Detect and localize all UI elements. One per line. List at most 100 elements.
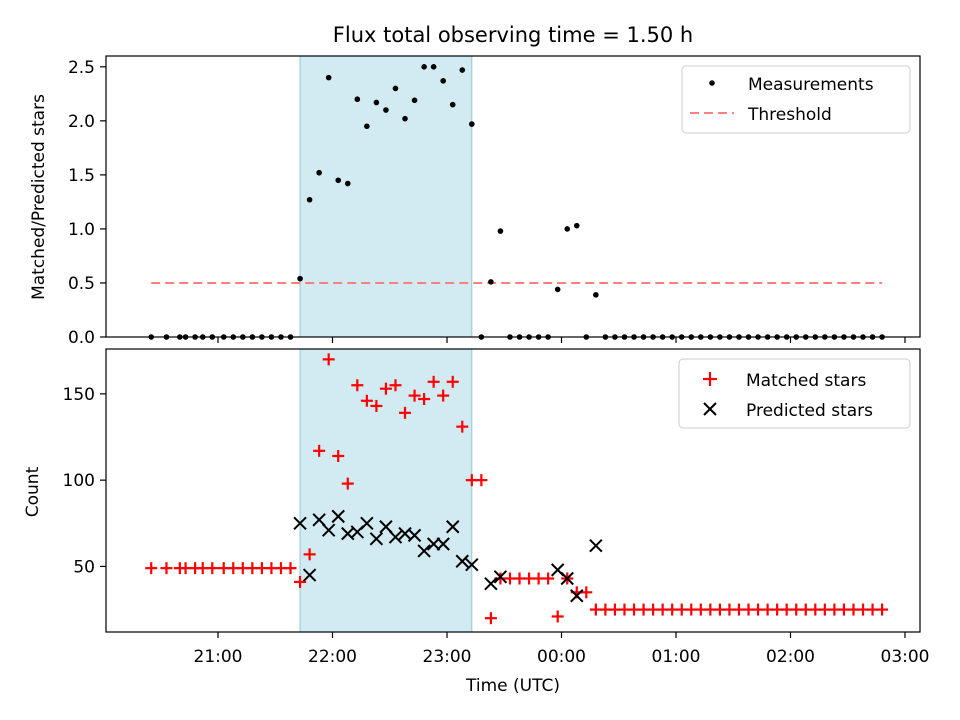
measurement-point xyxy=(469,121,475,127)
measurement-point xyxy=(383,107,389,113)
predicted-star-point xyxy=(369,532,384,546)
measurement-point xyxy=(373,99,380,106)
y-tick-label: 150 xyxy=(63,385,95,405)
bottom-panel-frame xyxy=(105,348,921,633)
measurement-point xyxy=(297,275,303,282)
matched-star-point xyxy=(484,612,497,625)
y-tick-label: 50 xyxy=(73,557,95,577)
matched-star-point xyxy=(360,394,373,407)
measurement-point xyxy=(593,292,599,298)
top-legend: Measurements Threshold xyxy=(681,65,911,134)
matched-star-point xyxy=(389,379,402,392)
y-tick-label: 0.5 xyxy=(68,274,95,294)
x-axis-label: Time (UTC) xyxy=(465,676,560,696)
matched-star-point xyxy=(408,389,421,402)
predicted-star-point xyxy=(360,516,374,530)
matched-star-point xyxy=(206,562,219,575)
matched-star-point xyxy=(160,562,173,575)
y-tick-label: 1.5 xyxy=(68,166,95,186)
legend-measurements-marker xyxy=(709,80,715,86)
measurement-point xyxy=(564,226,571,232)
measurement-point xyxy=(306,196,313,203)
measurement-point xyxy=(402,115,408,122)
measurement-point xyxy=(364,123,370,130)
bottom-legend: Matched stars Predicted stars xyxy=(678,358,911,429)
matched-star-point xyxy=(284,562,297,575)
y-tick-label: 1.0 xyxy=(68,220,95,240)
legend-matched-stars-marker xyxy=(703,372,717,386)
measurement-point xyxy=(344,180,351,187)
matched-star-point xyxy=(313,444,326,457)
predicted-star-point xyxy=(436,537,450,551)
matched-star-point xyxy=(303,548,316,561)
matched-star-point xyxy=(145,562,158,575)
top-legend-box xyxy=(681,65,911,134)
bottom-y-ticks: 50 100 150 xyxy=(63,385,106,577)
measurement-point xyxy=(316,169,322,176)
legend-threshold-label: Threshold xyxy=(747,105,832,125)
measurement-point xyxy=(411,97,418,104)
predicted-star-point xyxy=(446,520,460,534)
measurement-point xyxy=(459,67,466,73)
bottom-panel: 50 100 150 21:00 22:00 23:00 00:00 01:00 02:00 0… xyxy=(23,348,930,696)
legend-predicted-stars-marker xyxy=(703,402,717,416)
x-tick-label: 00:00 xyxy=(537,647,586,667)
top-x-ticks xyxy=(217,337,906,343)
predicted-star-point xyxy=(589,539,603,553)
matched-star-point xyxy=(542,572,555,585)
matched-star-point xyxy=(876,603,889,616)
x-tick-label: 01:00 xyxy=(652,647,701,667)
measurement-point xyxy=(325,74,332,81)
measurement-point xyxy=(354,96,361,103)
top-y-axis-label: Matched/Predicted stars xyxy=(29,94,49,300)
matched-star-point xyxy=(294,575,307,588)
legend-matched-stars-label: Matched stars xyxy=(746,371,866,391)
measurement-point xyxy=(430,64,437,70)
matched-star-point xyxy=(437,389,450,402)
predicted-stars-points xyxy=(293,509,603,603)
predicted-star-point xyxy=(407,528,422,543)
matched-star-point xyxy=(427,375,440,388)
predicted-star-point xyxy=(560,571,574,586)
predicted-star-point xyxy=(417,544,431,558)
legend-measurements-label: Measurements xyxy=(748,75,874,95)
predicted-star-point xyxy=(321,523,336,537)
y-tick-label: 100 xyxy=(63,471,95,491)
predicted-star-point xyxy=(331,509,345,524)
measurement-point xyxy=(573,222,580,229)
y-tick-label: 0.0 xyxy=(68,328,95,348)
measurement-point xyxy=(421,64,427,70)
predicted-star-point xyxy=(455,554,469,568)
chart-title: Flux total observing time = 1.50 h xyxy=(333,23,693,47)
matched-star-point xyxy=(341,477,354,490)
matched-star-point xyxy=(332,449,345,462)
predicted-star-point xyxy=(293,516,307,530)
top-panel: 0.0 0.5 1.0 1.5 2.0 2.5 Matched/Predicted sta… xyxy=(29,55,921,348)
predicted-star-point xyxy=(388,530,403,544)
matched-star-point xyxy=(475,474,488,487)
x-tick-label: 23:00 xyxy=(423,647,472,667)
measurement-point xyxy=(449,101,456,108)
predicted-star-point xyxy=(465,557,479,572)
matched-star-point xyxy=(370,399,383,412)
bottom-y-axis-label: Count xyxy=(23,466,43,517)
measurement-point xyxy=(440,78,446,84)
matched-star-point xyxy=(456,420,469,433)
y-tick-label: 2.0 xyxy=(68,112,95,132)
predicted-star-point xyxy=(302,568,317,582)
top-panel-shaded-span xyxy=(299,55,473,338)
predicted-star-point xyxy=(570,589,584,603)
measurement-point xyxy=(335,177,342,184)
matched-star-point xyxy=(351,379,364,392)
y-tick-label: 2.5 xyxy=(68,58,95,78)
measurement-point xyxy=(488,279,494,285)
measurement-point xyxy=(497,228,504,234)
matched-star-point xyxy=(551,610,564,623)
x-tick-label: 21:00 xyxy=(194,647,243,667)
matched-star-point xyxy=(322,353,335,366)
bottom-x-ticks: 21:00 22:00 23:00 00:00 01:00 02:00 03:00 xyxy=(194,632,930,667)
matched-star-point xyxy=(379,382,392,395)
matched-star-point xyxy=(399,406,412,419)
measurement-point xyxy=(392,85,399,92)
